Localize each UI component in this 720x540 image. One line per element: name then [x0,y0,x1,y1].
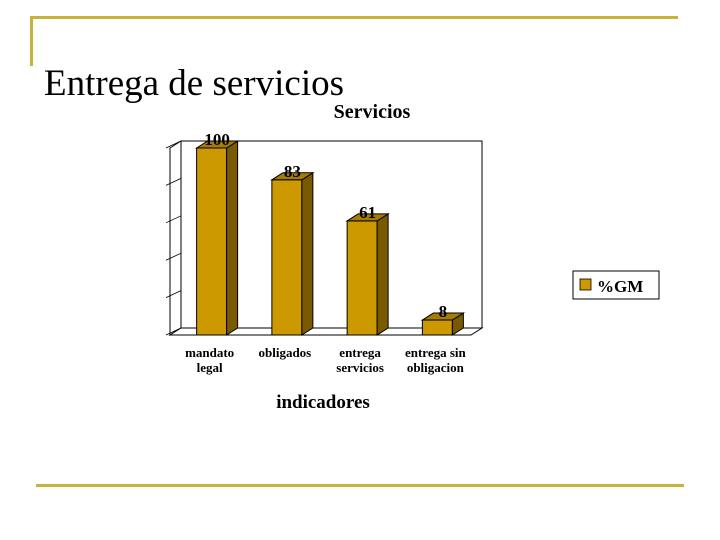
data-labels: 100 83 61 8 [204,130,447,321]
chart-title: Servicios [334,101,411,123]
bar [270,171,315,336]
y-tick [165,327,182,336]
side-wall [169,140,182,336]
data-label: 100 [204,130,230,149]
category-label: entrega [339,345,381,360]
legend: %GM [572,270,660,300]
bottom-accent-rule [36,484,684,487]
bar-side [376,213,389,336]
category-label: entrega sin [405,345,467,360]
bar-front [421,319,453,336]
bar-top [345,213,390,222]
bar-front [196,147,228,336]
legend-label: %GM [597,277,643,296]
category-label: mandato [185,345,234,360]
legend-swatch [579,278,592,291]
data-label: 83 [284,162,301,181]
y-tick [165,290,182,298]
left-accent-rule [30,16,33,66]
bar-side [226,140,239,336]
category-label: servicios [336,360,384,375]
x-axis-title: indicadores [276,392,370,413]
y-tick [165,215,182,224]
y-tick [165,178,182,186]
category-label: legal [197,360,223,375]
bar-top [194,140,240,149]
bar-top [270,172,315,181]
category-label: obligacion [407,360,465,375]
bar-series [194,140,466,336]
category-label: obligados [259,345,312,360]
bar [345,213,390,336]
bar-side [301,171,314,336]
y-tick [165,140,182,149]
top-accent-rule [30,16,678,19]
data-label: 8 [439,302,448,321]
data-label: 61 [359,203,376,222]
bar-top [420,312,466,321]
bar-front [346,220,378,336]
plot-area [165,140,484,336]
bar [420,312,466,336]
y-tick [165,252,182,261]
slide-title: Entrega de servicios [44,63,344,104]
bar [194,140,240,336]
bar-front [271,179,303,336]
